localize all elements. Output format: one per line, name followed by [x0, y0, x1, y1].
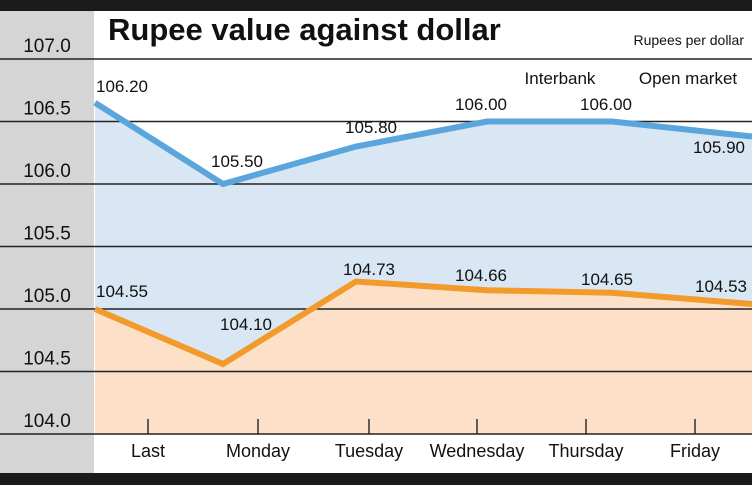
open-market-data-label: 104.73: [343, 260, 395, 279]
open-market-line: [93, 278, 752, 368]
interbank-data-label: 106.00: [455, 95, 507, 114]
data-labels: 106.20 105.50 105.80 106.00 106.00 105.90 104.…: [96, 77, 747, 334]
interbank-data-label: 105.90: [693, 138, 745, 157]
y-tick-label: 106.5: [23, 99, 71, 120]
x-tick-label: Last: [131, 441, 165, 461]
y-axis-strip: [0, 11, 94, 473]
open-market-data-label: 104.66: [455, 266, 507, 285]
y-tick-label: 104.0: [23, 411, 71, 432]
legend-interbank: Interbank: [525, 69, 596, 88]
y-tick-label: 107.0: [23, 36, 71, 57]
y-tick-label: 106.0: [23, 161, 71, 182]
open-market-data-label: 104.65: [581, 270, 633, 289]
x-tick-label: Friday: [670, 441, 720, 461]
open-market-data-label: 104.55: [96, 282, 148, 301]
y-tick-label: 105.0: [23, 286, 71, 307]
x-tick-label: Monday: [226, 441, 290, 461]
axes: 107.0 106.5 106.0 105.5 105.0 104.5 104.0 Last M…: [0, 36, 752, 461]
open-market-area-fill: [95, 281, 752, 434]
interbank-line: [93, 100, 752, 188]
interbank-data-label: 106.00: [580, 95, 632, 114]
x-tick-label: Thursday: [548, 441, 623, 461]
interbank-data-label: 106.20: [96, 77, 148, 96]
open-market-data-label: 104.53: [695, 277, 747, 296]
y-tick-label: 105.5: [23, 224, 71, 245]
y-tick-label: 104.5: [23, 349, 71, 370]
series-lines: [93, 100, 752, 368]
open-market-data-label: 104.10: [220, 315, 272, 334]
interbank-data-label: 105.50: [211, 152, 263, 171]
units-label: Rupees per dollar: [633, 32, 744, 48]
chart-title: Rupee value against dollar: [108, 12, 501, 47]
x-tick-label: Tuesday: [335, 441, 403, 461]
x-tick-label: Wednesday: [430, 441, 525, 461]
area-fills: [95, 102, 752, 434]
legend-open-market: Open market: [639, 69, 738, 88]
legend: Interbank Open market: [525, 69, 738, 88]
interbank-area-fill: [95, 102, 752, 364]
interbank-data-label: 105.80: [345, 118, 397, 137]
